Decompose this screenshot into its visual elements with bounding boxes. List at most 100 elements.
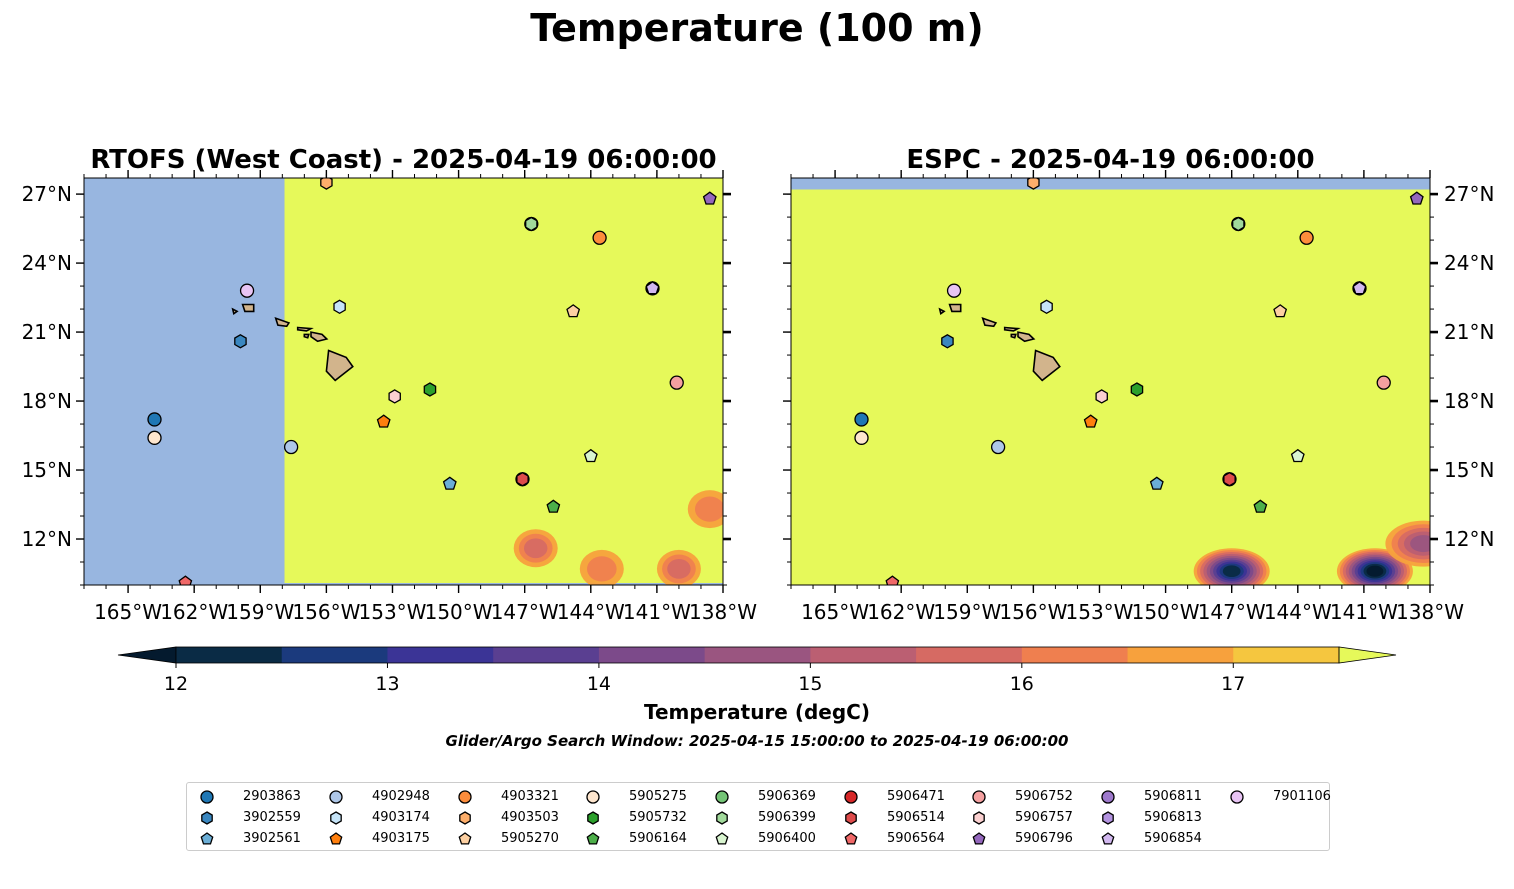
colorbar-tick-label: 14 [587, 673, 611, 695]
float-marker [1290, 448, 1305, 463]
legend-marker [972, 832, 986, 845]
cool-water-patch [523, 538, 548, 559]
map-panel-1: RTOFS (West Coast) - 2025-04-19 06:00:00… [22, 145, 758, 624]
float-marker [645, 281, 660, 295]
legend-label: 5906752 [1015, 789, 1073, 804]
legend-marker-icon [845, 811, 857, 825]
legend-marker [844, 790, 858, 804]
legend-marker-icon [1230, 790, 1244, 804]
legend-marker-icon [201, 811, 213, 825]
figure-title: Temperature (100 m) [530, 6, 984, 50]
y-tick-label: 15°N [22, 458, 72, 482]
legend-marker-icon [459, 811, 471, 825]
float-marker [1299, 230, 1314, 245]
legend-marker-icon [973, 811, 985, 825]
legend-label: 5906813 [1144, 810, 1202, 825]
legend-label: 4903174 [372, 810, 430, 825]
float-marker [1223, 471, 1236, 487]
island-shape [938, 307, 946, 316]
legend-marker [458, 832, 472, 845]
colorbar-extend-high [1338, 646, 1397, 664]
float-marker [946, 283, 962, 298]
legend-marker-icon [1101, 790, 1115, 804]
legend-marker-icon [586, 832, 600, 845]
legend-marker-icon [329, 790, 343, 804]
x-tick-label: 144°W [557, 600, 625, 624]
float-legend: 2903863 3902559 3902561 4902948 4903174 49031… [186, 782, 1331, 851]
island-shape [1010, 333, 1017, 339]
colorbar-tick-label: 12 [164, 673, 188, 695]
panel-title: RTOFS (West Coast) - 2025-04-19 06:00:00 [90, 145, 716, 175]
colorbar-label: Temperature (degC) [644, 700, 870, 724]
colorbar-segment [598, 647, 706, 663]
x-tick-label: 150°W [425, 600, 493, 624]
map-frame [790, 177, 1431, 586]
island-shape [310, 331, 329, 343]
float-marker [525, 216, 538, 232]
panel-title: ESPC - 2025-04-19 06:00:00 [906, 145, 1314, 175]
legend-marker [845, 811, 857, 825]
float-marker [669, 375, 684, 390]
cool-water-patch [1366, 565, 1384, 577]
legend-marker-icon [587, 811, 599, 825]
legend-label: 5905275 [629, 789, 687, 804]
island-shape [981, 317, 998, 328]
y-tick-label: 27°N [22, 182, 72, 206]
colorbar-segment [281, 647, 388, 663]
cool-water-patch [1410, 535, 1430, 553]
float-marker [546, 499, 561, 513]
y-tick-label: 15°N [1444, 458, 1494, 482]
legend-label: 5905732 [629, 810, 687, 825]
colorbar-segment [493, 647, 600, 663]
float-marker [990, 439, 1006, 455]
legend-marker [329, 832, 343, 845]
colorbar-tick-label: 13 [375, 673, 399, 695]
legend-label: 5906471 [887, 789, 945, 804]
island-shape [325, 349, 354, 382]
float-marker [1376, 375, 1391, 390]
colorbar-segment [1021, 647, 1129, 663]
island-shape [1032, 349, 1061, 382]
legend-marker-icon [329, 832, 343, 845]
legend-marker-icon [715, 790, 729, 804]
cool-water-patch [694, 496, 723, 522]
colorbar-segment [916, 647, 1023, 663]
legend-marker [459, 811, 471, 825]
legend-marker [200, 790, 214, 804]
legend-label: 4903321 [501, 789, 559, 804]
float-marker [1253, 499, 1268, 513]
float-marker [178, 575, 193, 585]
float-marker [1232, 216, 1245, 232]
x-tick-label: 159°W [226, 600, 294, 624]
y-tick-label: 21°N [22, 320, 72, 344]
island-shape [303, 333, 310, 339]
map-panel-2: ESPC - 2025-04-19 06:00:00 165°W162°W159°… [783, 145, 1494, 624]
legend-marker [972, 790, 986, 804]
island-shape [231, 307, 239, 316]
legend-marker-icon [844, 790, 858, 804]
legend-marker [716, 811, 728, 825]
island-shape [948, 303, 962, 313]
float-marker [283, 439, 299, 455]
colorbar-segment [1127, 647, 1234, 663]
float-marker [239, 283, 255, 298]
legend-marker-icon [200, 832, 214, 845]
legend-label: 7901106 [1273, 789, 1331, 804]
y-tick-label: 27°N [1444, 182, 1494, 206]
float-marker [1130, 382, 1144, 397]
y-tick-label: 24°N [1444, 251, 1494, 275]
colorbar-frame [175, 646, 1340, 664]
x-tick-label: 141°W [623, 600, 691, 624]
legend-marker-icon [1101, 832, 1115, 845]
x-tick-label: 138°W [1396, 600, 1464, 624]
island-shape [1003, 326, 1021, 332]
x-tick-label: 138°W [689, 600, 757, 624]
float-marker [1409, 191, 1424, 205]
legend-marker [1101, 790, 1115, 804]
legend-label: 3902561 [243, 831, 301, 846]
legend-marker [1230, 790, 1244, 804]
x-tick-label: 153°W [1066, 600, 1134, 624]
legend-label: 3902559 [243, 810, 301, 825]
y-tick-label: 24°N [22, 251, 72, 275]
